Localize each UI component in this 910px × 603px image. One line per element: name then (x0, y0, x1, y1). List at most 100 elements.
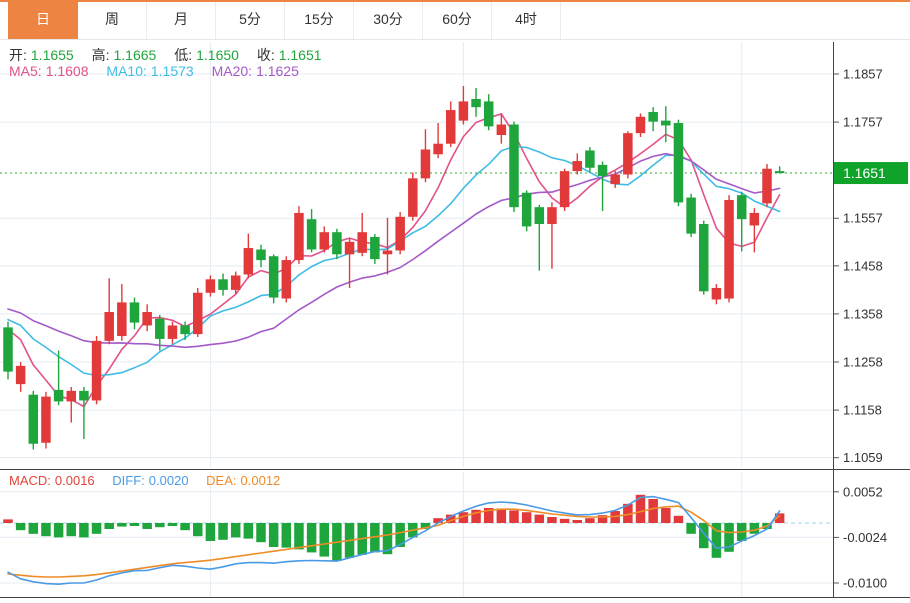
tab-30min[interactable]: 30分 (354, 0, 423, 39)
candlestick (395, 216, 405, 251)
candlestick (180, 325, 190, 335)
candlestick (91, 340, 102, 401)
candlestick (686, 197, 696, 234)
candlestick (572, 161, 582, 172)
candlestick (155, 318, 165, 339)
macd-hist-bar (433, 518, 443, 523)
macd-hist-bar (79, 523, 89, 538)
candlestick (749, 212, 760, 226)
candlestick (306, 219, 317, 250)
candlestick (458, 101, 469, 121)
macd-hist-bar (509, 510, 519, 523)
macd-hist-bar (471, 509, 481, 523)
tab-4hour[interactable]: 4时 (492, 0, 561, 39)
candlestick (344, 241, 355, 255)
price-axis-tick: 1.1857 (843, 67, 883, 82)
macd-hist-bar (180, 523, 190, 531)
current-price-value: 1.1651 (843, 165, 886, 181)
candlestick (332, 232, 342, 255)
macd-hist-bar (28, 523, 39, 534)
macd-hist-bar (41, 523, 51, 537)
candlestick (357, 232, 367, 253)
candlestick (496, 124, 507, 136)
candlestick (281, 260, 292, 299)
candlestick (471, 99, 481, 108)
macd-hist-bar (559, 518, 570, 523)
candlestick (623, 133, 633, 175)
macd-hist-bar (117, 523, 127, 527)
top-accent-line (0, 0, 910, 2)
candlestick (294, 212, 304, 261)
candlestick (433, 143, 443, 155)
macd-hist-bar (15, 523, 26, 531)
macd-hist-bar (521, 512, 532, 523)
macd-hist-bar (623, 503, 633, 523)
macd-hist-bar (370, 523, 380, 553)
macd-hist-bar (635, 494, 646, 523)
macd-hist-bar (155, 523, 165, 528)
price-axis-tick: 1.1258 (843, 354, 883, 369)
macd-hist-bar (711, 523, 722, 558)
candlestick (3, 327, 13, 372)
macd-hist-bar (294, 523, 304, 550)
macd-hist-bar (382, 523, 393, 555)
price-axis-tick: 1.1458 (843, 258, 883, 273)
candlestick (41, 396, 51, 443)
macd-hist-bar (585, 518, 595, 523)
macd-axis-tick: -0.0024 (843, 530, 887, 545)
macd-hist-bar (420, 523, 431, 529)
macd-hist-bar (3, 519, 13, 523)
candlestick (408, 178, 418, 217)
tab-15min[interactable]: 15分 (285, 0, 354, 39)
tab-60min[interactable]: 60分 (423, 0, 492, 39)
macd-hist-bar (193, 523, 203, 537)
macd-hist-bar (53, 523, 64, 538)
macd-hist-bar (458, 512, 469, 523)
candlestick (79, 390, 89, 401)
tab-5min[interactable]: 5分 (216, 0, 285, 39)
price-axis-tick: 1.1158 (843, 403, 882, 418)
macd-hist-bar (774, 513, 785, 523)
macd-hist-bar (142, 523, 152, 529)
macd-hist-bar (534, 514, 545, 523)
candlestick (129, 302, 140, 323)
candlestick (648, 111, 658, 122)
tab-day[interactable]: 日 (8, 0, 78, 39)
macd-axis-tick: 0.0052 (843, 484, 883, 499)
candlestick (28, 394, 39, 444)
macd-hist-bar (129, 523, 140, 526)
candlestick (774, 171, 785, 174)
candlestick (230, 275, 241, 290)
candlestick (635, 116, 646, 134)
candlestick (699, 224, 709, 292)
macd-hist-bar (648, 499, 658, 523)
macd-hist-bar (483, 508, 494, 523)
macd-hist-bar (661, 508, 671, 523)
macd-hist-bar (446, 514, 456, 523)
macd-hist-bar (673, 515, 684, 523)
candlestick (218, 279, 228, 290)
macd-hist-bar (724, 523, 734, 552)
tab-week[interactable]: 周 (78, 0, 147, 39)
timeframe-tabs: 日 周 月 5分 15分 30分 60分 4时 (0, 0, 910, 40)
macd-hist-bar (306, 523, 317, 553)
macd-hist-bar (256, 523, 266, 543)
candlestick (193, 292, 203, 335)
candlestick (142, 311, 152, 326)
macd-hist-bar (496, 508, 507, 523)
candlestick (319, 232, 329, 250)
candlestick (547, 207, 557, 225)
macd-hist-bar (167, 523, 178, 526)
candlestick (66, 390, 76, 402)
candlestick (762, 168, 772, 204)
candlestick (483, 101, 494, 127)
candlestick (382, 250, 393, 255)
candlestick (610, 174, 620, 185)
price-axis-tick: 1.1358 (843, 306, 883, 321)
tab-month[interactable]: 月 (147, 0, 216, 39)
candlestick (370, 236, 380, 260)
macd-hist-bar (205, 523, 216, 541)
candlestick (673, 123, 684, 203)
candlestick (446, 110, 456, 144)
